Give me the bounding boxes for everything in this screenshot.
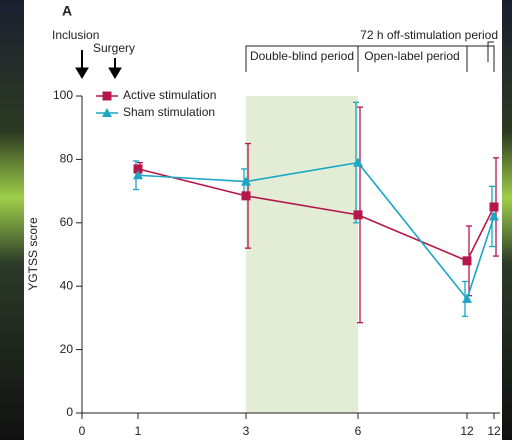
annotation: Surgery — [93, 41, 135, 55]
marker — [463, 256, 472, 265]
annotation: Open-label period — [364, 49, 459, 63]
x-tick-label: 0 — [79, 424, 86, 438]
y-tick-label: 0 — [66, 405, 73, 419]
annotation: Inclusion — [52, 28, 99, 42]
legend-label: Active stimulation — [123, 88, 216, 102]
marker — [242, 191, 251, 200]
marker — [354, 210, 363, 219]
y-tick-label: 60 — [60, 215, 74, 229]
x-tick-label: 1 — [135, 424, 142, 438]
x-tick-label: 6 — [355, 424, 362, 438]
y-tick-label: 100 — [53, 88, 73, 102]
y-tick-label: 40 — [60, 278, 74, 292]
shaded-period — [246, 96, 358, 413]
x-tick-label: 12 — [460, 424, 474, 438]
x-tick-label: 3 — [243, 424, 250, 438]
x-tick-label: 12 — [487, 424, 501, 438]
panel-label: A — [62, 3, 72, 19]
y-axis-label: YGTSS score — [26, 217, 40, 291]
y-tick-label: 20 — [60, 342, 74, 356]
page: A Inclusion Surgery 72 h off-stimulation… — [0, 0, 512, 440]
chart: A Inclusion Surgery 72 h off-stimulation… — [0, 0, 512, 440]
legend-marker — [103, 92, 112, 101]
annotation: Double-blind period — [250, 49, 354, 63]
legend-label: Sham stimulation — [123, 105, 215, 119]
annotation: 72 h off-stimulation period — [360, 28, 498, 42]
y-tick-label: 80 — [60, 152, 74, 166]
marker — [490, 202, 499, 211]
